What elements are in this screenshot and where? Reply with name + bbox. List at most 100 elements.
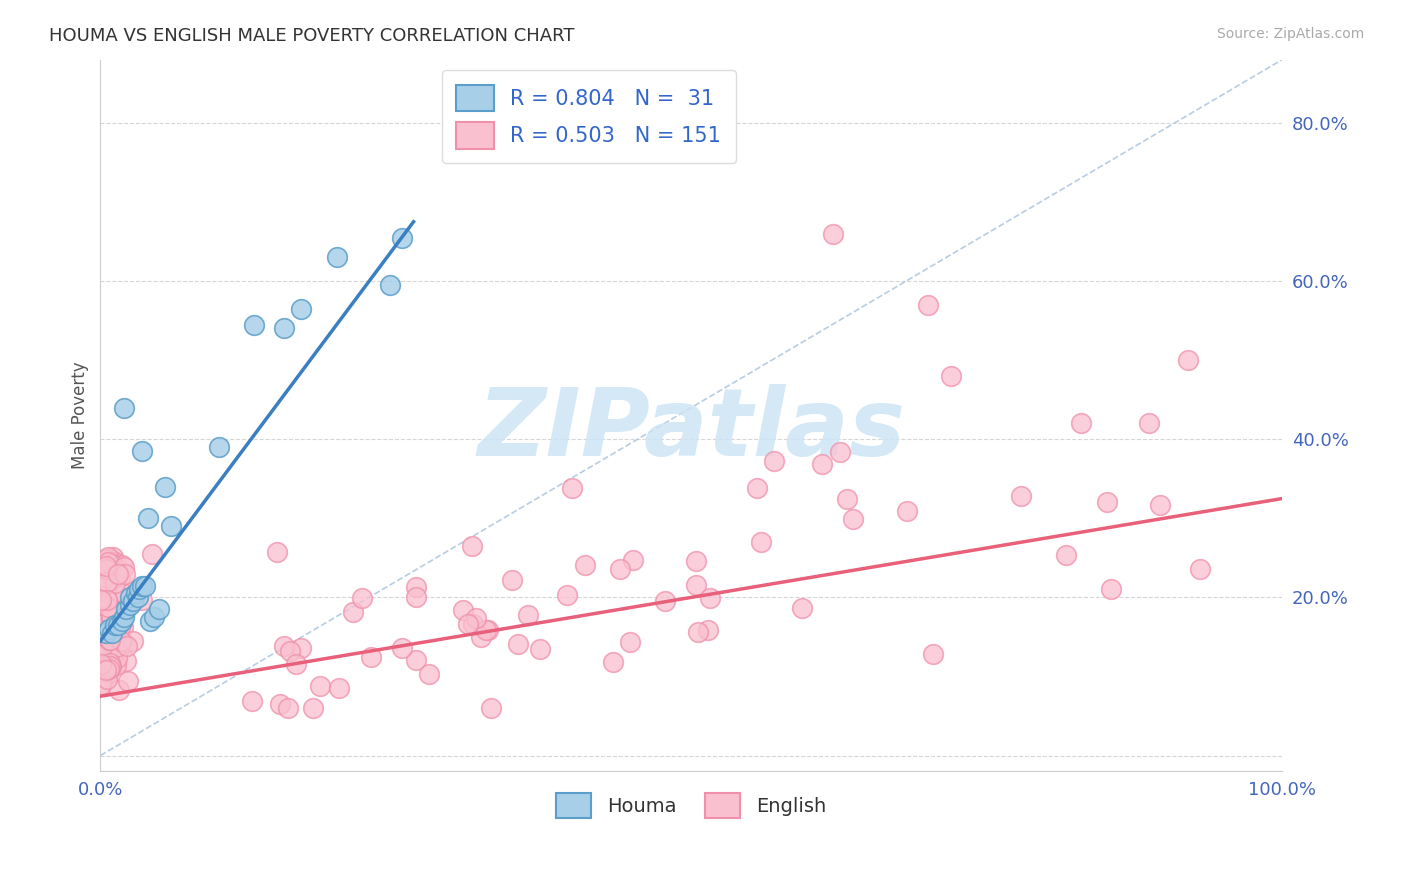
Point bbox=[100, 611, 122, 625]
Point bbox=[96, 552, 118, 566]
Point bbox=[96, 652, 118, 666]
Point bbox=[141, 547, 163, 561]
Point bbox=[108, 569, 131, 583]
Point bbox=[101, 553, 124, 567]
Point bbox=[98, 590, 121, 604]
Point bbox=[112, 610, 135, 624]
Point bbox=[1095, 495, 1118, 509]
Point bbox=[101, 626, 124, 640]
Point bbox=[96, 642, 118, 657]
Point bbox=[94, 561, 117, 575]
Point bbox=[93, 577, 115, 591]
Point bbox=[619, 634, 641, 648]
Point bbox=[266, 545, 288, 559]
Point bbox=[125, 586, 148, 600]
Point bbox=[378, 278, 401, 293]
Point bbox=[97, 600, 120, 615]
Point bbox=[104, 640, 127, 654]
Point bbox=[115, 602, 138, 616]
Point bbox=[98, 656, 121, 670]
Point bbox=[118, 591, 141, 605]
Point bbox=[114, 567, 136, 582]
Point bbox=[697, 623, 720, 637]
Point bbox=[111, 558, 134, 572]
Point bbox=[1054, 548, 1077, 562]
Point bbox=[104, 630, 127, 644]
Point bbox=[105, 588, 128, 602]
Point bbox=[97, 555, 120, 569]
Point bbox=[352, 591, 374, 606]
Point bbox=[465, 611, 488, 625]
Point bbox=[269, 697, 291, 711]
Point bbox=[101, 557, 124, 571]
Point bbox=[90, 604, 112, 618]
Point bbox=[96, 673, 118, 687]
Point bbox=[284, 657, 307, 671]
Point bbox=[685, 577, 707, 591]
Point bbox=[91, 615, 114, 630]
Point bbox=[98, 561, 121, 575]
Point bbox=[308, 679, 330, 693]
Text: Source: ZipAtlas.com: Source: ZipAtlas.com bbox=[1216, 27, 1364, 41]
Point bbox=[117, 673, 139, 688]
Point bbox=[96, 646, 118, 660]
Point bbox=[91, 665, 114, 680]
Point bbox=[290, 301, 312, 316]
Point bbox=[391, 230, 413, 244]
Legend: Houma, English: Houma, English bbox=[548, 785, 834, 826]
Text: ZIPatlas: ZIPatlas bbox=[477, 384, 905, 475]
Point bbox=[96, 592, 118, 607]
Point bbox=[100, 609, 122, 624]
Point bbox=[112, 559, 135, 574]
Point bbox=[96, 621, 118, 635]
Point bbox=[148, 602, 170, 616]
Text: HOUMA VS ENGLISH MALE POVERTY CORRELATION CHART: HOUMA VS ENGLISH MALE POVERTY CORRELATIO… bbox=[49, 27, 575, 45]
Point bbox=[111, 620, 134, 634]
Point bbox=[91, 640, 114, 654]
Point bbox=[97, 599, 120, 614]
Point bbox=[108, 640, 131, 654]
Point bbox=[460, 539, 482, 553]
Point bbox=[134, 578, 156, 592]
Point bbox=[112, 637, 135, 651]
Point bbox=[97, 550, 120, 565]
Point bbox=[100, 660, 122, 674]
Point bbox=[290, 641, 312, 656]
Point bbox=[529, 642, 551, 657]
Point bbox=[242, 694, 264, 708]
Point bbox=[112, 401, 135, 415]
Point bbox=[243, 318, 266, 332]
Point bbox=[747, 481, 769, 495]
Point bbox=[103, 618, 125, 632]
Point bbox=[90, 644, 112, 658]
Point bbox=[342, 605, 364, 619]
Point bbox=[94, 570, 117, 584]
Point bbox=[93, 611, 115, 625]
Point bbox=[104, 576, 127, 591]
Point bbox=[835, 491, 858, 506]
Point bbox=[917, 298, 939, 312]
Point bbox=[94, 663, 117, 677]
Point bbox=[101, 549, 124, 564]
Point bbox=[688, 625, 710, 640]
Point bbox=[107, 627, 129, 641]
Point bbox=[104, 625, 127, 640]
Point bbox=[574, 558, 596, 572]
Point bbox=[90, 654, 112, 668]
Point bbox=[94, 558, 117, 573]
Point bbox=[90, 657, 112, 672]
Point bbox=[131, 444, 153, 458]
Point bbox=[328, 681, 350, 695]
Point bbox=[93, 560, 115, 574]
Point bbox=[828, 445, 851, 459]
Point bbox=[461, 616, 484, 631]
Point bbox=[98, 632, 121, 647]
Point bbox=[325, 250, 347, 264]
Point bbox=[811, 458, 834, 472]
Point bbox=[699, 591, 721, 606]
Point bbox=[122, 633, 145, 648]
Point bbox=[90, 678, 112, 692]
Point bbox=[477, 624, 499, 638]
Point bbox=[97, 666, 120, 681]
Point bbox=[96, 574, 118, 589]
